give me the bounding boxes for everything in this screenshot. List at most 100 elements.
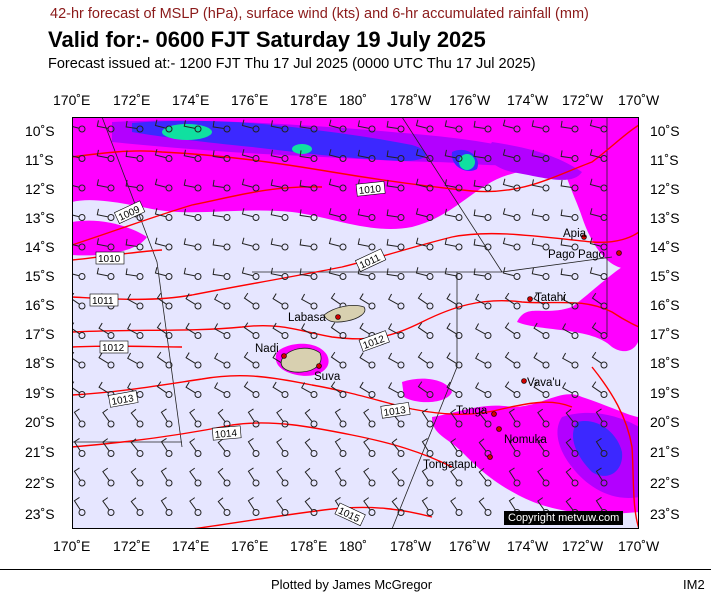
- isobar-1009: [72, 186, 323, 246]
- wind-station: [252, 125, 260, 133]
- wind-station: [542, 450, 550, 457]
- wind-station: [600, 184, 608, 192]
- wind-station: [455, 243, 463, 251]
- wind-station: [339, 361, 347, 369]
- wind-barb: [359, 381, 370, 394]
- chart-title: Valid for:- 0600 FJT Saturday 19 July 20…: [48, 27, 486, 52]
- wind-station: [223, 391, 231, 398]
- wind-station: [194, 155, 202, 162]
- wind-station: [426, 302, 434, 310]
- wind-station: [513, 125, 521, 133]
- wind-barb: [270, 238, 283, 247]
- wind-station: [223, 450, 231, 457]
- wind-barb: [444, 208, 457, 218]
- wind-barb: [330, 351, 341, 364]
- wind-barb: [475, 382, 486, 394]
- wind-station: [368, 450, 376, 457]
- wind-station: [252, 332, 260, 339]
- wind-barb: [272, 322, 283, 335]
- lat-label: 12˚S: [650, 181, 680, 197]
- wind-barb: [560, 120, 573, 130]
- wind-station: [165, 361, 173, 369]
- wind-station: [281, 184, 289, 192]
- wind-barb: [127, 293, 138, 306]
- wind-station: [484, 391, 492, 398]
- wind-barb: [276, 408, 284, 422]
- wind-barb: [212, 120, 225, 130]
- wind-station: [78, 184, 86, 192]
- wind-station: [484, 361, 492, 369]
- wind-barb: [241, 267, 254, 277]
- wind-station: [339, 125, 347, 133]
- wind-barb: [475, 293, 486, 306]
- wind-station: [513, 450, 521, 457]
- wind-barb: [160, 467, 168, 481]
- wind-station: [397, 420, 405, 428]
- wind-barb: [125, 150, 138, 159]
- wind-barb: [589, 178, 602, 188]
- wind-station: [194, 391, 202, 398]
- wind-station: [513, 420, 521, 428]
- wind-station: [455, 391, 463, 398]
- isobar-label-box: 1014: [211, 425, 242, 441]
- lat-label: 17˚S: [650, 326, 680, 342]
- wind-barb: [478, 497, 487, 511]
- wind-station: [252, 509, 260, 516]
- isobar-label-box: 1011: [89, 293, 119, 307]
- wind-station: [571, 420, 579, 428]
- wind-barb: [531, 179, 544, 188]
- wind-station: [281, 155, 289, 162]
- wind-station: [339, 450, 347, 457]
- wind-barb: [473, 209, 486, 218]
- wind-barb: [96, 238, 109, 247]
- wind-barb: [130, 408, 139, 422]
- wind-barb: [562, 293, 573, 306]
- lat-label: 23˚S: [650, 506, 680, 522]
- lon-label: 176˚E: [231, 92, 269, 108]
- wind-station: [310, 155, 318, 162]
- wind-barb: [388, 293, 399, 306]
- wind-station: [78, 479, 86, 487]
- wind-station: [165, 184, 173, 192]
- wind-station: [339, 332, 347, 339]
- wind-barb: [241, 149, 254, 159]
- wind-station: [78, 509, 86, 516]
- wind-barb: [328, 237, 341, 247]
- isobar-1010-north: [72, 124, 639, 193]
- wind-barb: [444, 120, 457, 129]
- wind-station: [165, 420, 173, 428]
- wind-station: [310, 273, 318, 280]
- copyright-badge: Copyright metvuw.com: [504, 511, 624, 525]
- wind-station: [339, 391, 347, 398]
- tatahi-marker: [527, 296, 533, 302]
- wind-barb: [102, 408, 110, 422]
- wind-station: [571, 479, 579, 487]
- wind-barb: [276, 438, 284, 452]
- wind-barb: [417, 351, 428, 364]
- wind-barb: [299, 238, 312, 248]
- wind-barb: [96, 267, 109, 277]
- boundary-line: [501, 256, 613, 273]
- wind-barb: [217, 438, 226, 452]
- place-label-apia: Apia: [563, 228, 587, 240]
- lat-label: 21˚S: [25, 444, 55, 460]
- wind-station: [78, 391, 86, 398]
- wind-station: [542, 391, 550, 398]
- place-label-pago-pago: Pago Pago: [548, 249, 605, 261]
- wind-barb: [214, 293, 225, 306]
- wind-station: [571, 155, 579, 162]
- wind-barb: [444, 179, 457, 188]
- wind-station: [281, 302, 289, 310]
- wind-station: [571, 450, 579, 457]
- lat-label: 20˚S: [650, 414, 680, 430]
- wind-barb: [127, 323, 138, 335]
- wind-barb: [183, 208, 196, 218]
- wind-barb: [391, 497, 400, 511]
- wind-barb: [502, 149, 515, 159]
- wind-barbs-layer: [72, 119, 608, 516]
- wind-station: [136, 479, 144, 487]
- wind-barb: [359, 322, 370, 335]
- wind-barb: [508, 438, 516, 452]
- wind-barb: [591, 322, 602, 335]
- wind-barb: [270, 208, 283, 218]
